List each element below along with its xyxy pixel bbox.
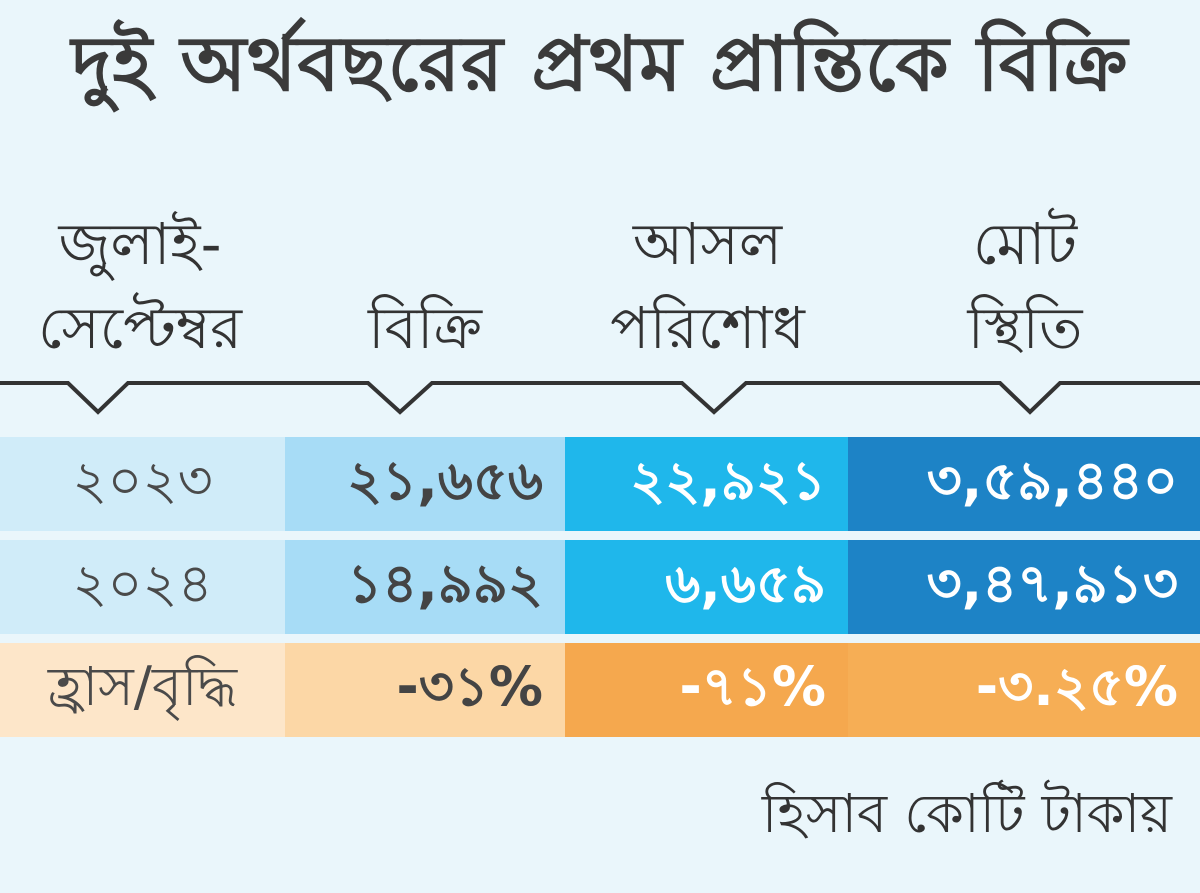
table-row-change: হ্রাস/বৃদ্ধি -৩১% -৭১% -৩.২৫% (0, 643, 1200, 737)
column-header-period: জুলাই- সেপ্টেম্বর (0, 190, 280, 370)
divider-line-with-pointers (0, 381, 1200, 415)
column-header-principal-paid: আসল পরিশোধ (565, 190, 850, 370)
value-cell-principal-paid: ৬,৬৫৯ (565, 540, 848, 634)
value-cell-sales: ১৪,৯৯২ (285, 540, 565, 634)
value-cell-sales: -৩১% (285, 643, 565, 737)
value-cell-total-balance: -৩.২৫% (848, 643, 1200, 737)
row-label: হ্রাস/বৃদ্ধি (0, 643, 285, 737)
column-header-line: আসল (632, 209, 783, 278)
column-header-sales: বিক্রি (285, 190, 565, 370)
column-header-total-balance: মোট স্থিতি (850, 190, 1200, 370)
column-header-line: পরিশোধ (610, 293, 805, 362)
value-cell-principal-paid: ২২,৯২১ (565, 437, 848, 531)
column-header-line: স্থিতি (967, 293, 1083, 362)
table-row-2023: ২০২৩ ২১,৬৫৬ ২২,৯২১ ৩,৫৯,৪৪০ (0, 437, 1200, 531)
value-cell-total-balance: ৩,৪৭,৯১৩ (848, 540, 1200, 634)
value-cell-total-balance: ৩,৫৯,৪৪০ (848, 437, 1200, 531)
row-label: ২০২৩ (0, 437, 285, 531)
value-cell-sales: ২১,৬৫৬ (285, 437, 565, 531)
value-cell-principal-paid: -৭১% (565, 643, 848, 737)
column-header-line: মোট (972, 209, 1078, 278)
column-header-line: জুলাই- (58, 209, 222, 278)
row-label: ২০২৪ (0, 540, 285, 634)
table-row-2024: ২০২৪ ১৪,৯৯২ ৬,৬৫৯ ৩,৪৭,৯১৩ (0, 540, 1200, 634)
footnote: হিসাব কোটি টাকায় (761, 782, 1172, 845)
column-header-line: বিক্রি (368, 293, 482, 362)
header-divider (0, 381, 1200, 415)
chart-title: দুই অর্থবছরের প্রথম প্রান্তিকে বিক্রি (71, 19, 1129, 108)
column-header-line: সেপ্টেম্বর (37, 293, 243, 362)
